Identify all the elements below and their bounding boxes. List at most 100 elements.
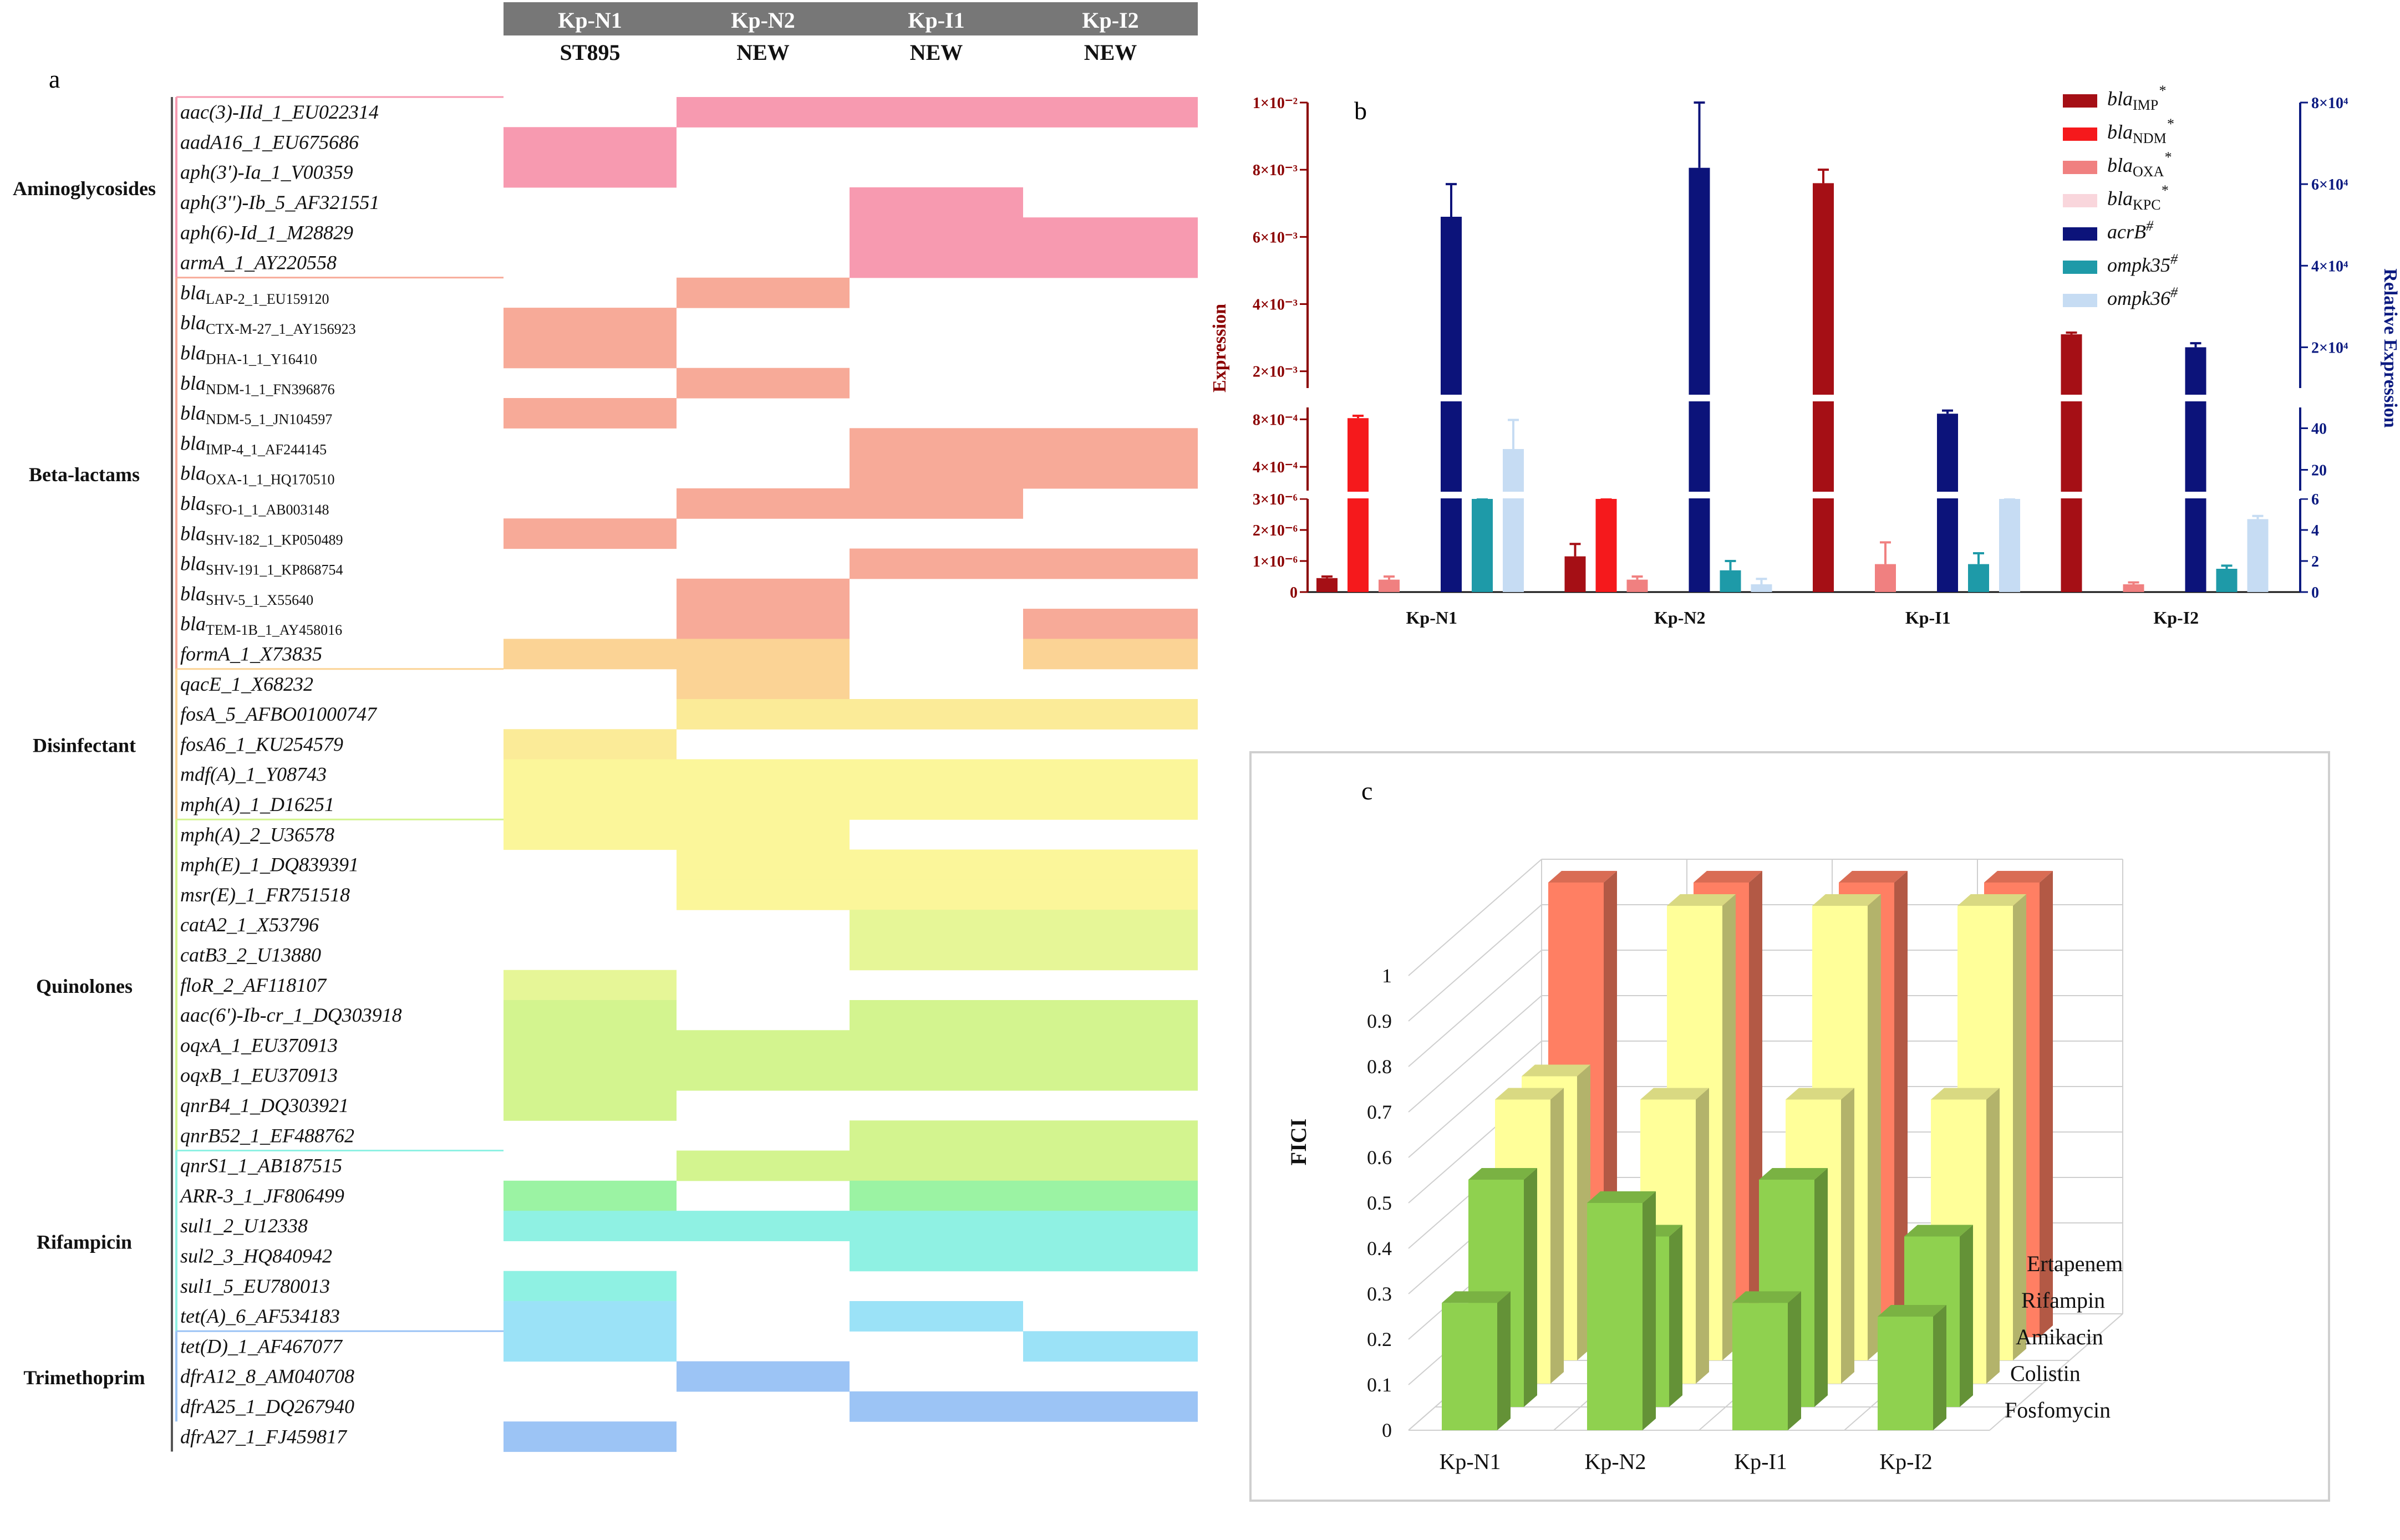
heatmap-cell bbox=[1023, 428, 1198, 458]
heatmap-cell bbox=[677, 669, 850, 700]
bar-bla-oxa bbox=[1379, 580, 1400, 592]
y-tick-label: 0.9 bbox=[1367, 1010, 1392, 1032]
gene-label: blaCTX-M-27_1_AY156923 bbox=[180, 312, 356, 337]
wall-gridline bbox=[1409, 905, 1542, 1021]
bar-bla-imp bbox=[1316, 578, 1338, 592]
gene-label: oqxA_1_EU370913 bbox=[180, 1034, 338, 1056]
bar-side bbox=[1643, 1191, 1656, 1430]
gene-label: oqxB_1_EU370913 bbox=[180, 1064, 338, 1087]
heatmap-cell bbox=[504, 338, 677, 368]
group-label: Aminoglycosides bbox=[13, 177, 156, 200]
heatmap-cell bbox=[1023, 1120, 1198, 1151]
left-tick-label: 1×10⁻² bbox=[1253, 95, 1298, 112]
legend-swatch bbox=[2063, 128, 2097, 141]
heatmap-cell bbox=[677, 1211, 850, 1241]
heatmap-cell bbox=[850, 789, 1023, 820]
heatmap-cell bbox=[1023, 1391, 1198, 1422]
heatmap-cell bbox=[1023, 458, 1198, 489]
heatmap-cell bbox=[850, 428, 1023, 458]
heatmap-cell bbox=[850, 1000, 1023, 1031]
heatmap-cells bbox=[504, 97, 1198, 1452]
legend-label: blaNDM* bbox=[2107, 116, 2174, 146]
gene-label: catA2_1_X53796 bbox=[180, 914, 319, 936]
heatmap-cell bbox=[1023, 1331, 1198, 1361]
fici-axis-title: FICI bbox=[1286, 1119, 1311, 1165]
gene-label: blaSHV-191_1_KP868754 bbox=[180, 553, 343, 578]
gene-label: mph(A)_2_U36578 bbox=[180, 823, 334, 845]
left-tick-label: 1×10⁻⁶ bbox=[1253, 553, 1298, 570]
heatmap-cell bbox=[677, 639, 850, 669]
heatmap-cell bbox=[1023, 880, 1198, 910]
x-category-label: Kp-N2 bbox=[1584, 1449, 1646, 1474]
legend-swatch bbox=[2063, 161, 2097, 174]
heatmap-cell bbox=[850, 458, 1023, 489]
gene-label: blaSFO-1_1_AB003148 bbox=[180, 492, 329, 518]
wall-gridline bbox=[1409, 859, 1542, 976]
heatmap-cell bbox=[850, 699, 1023, 730]
heatmap-cell bbox=[1023, 1030, 1198, 1060]
y-tick-label: 0.1 bbox=[1367, 1374, 1392, 1396]
heatmap-cell bbox=[677, 97, 850, 128]
gene-label: fosA6_1_KU254579 bbox=[180, 733, 343, 755]
left-tick-label: 8×10⁻³ bbox=[1253, 162, 1298, 179]
axis-break bbox=[1296, 395, 2311, 401]
x-category-label: Kp-N1 bbox=[1439, 1449, 1501, 1474]
panel-c-3d-bar-chart: c 0 0.1 0.2 0.3 0.4 0.5 0.6 0.7 0.8 0.9 1 FICI Kp-N1… bbox=[1250, 752, 2329, 1501]
left-axis-title: Expression bbox=[1209, 304, 1230, 392]
y-tick-label: 0.3 bbox=[1367, 1283, 1392, 1305]
heatmap-cell bbox=[850, 759, 1023, 790]
bar-side bbox=[1722, 894, 1736, 1360]
heatmap-cell bbox=[677, 1030, 850, 1060]
heatmap-cell bbox=[504, 639, 677, 669]
depth-label-amikacin: Amikacin bbox=[2016, 1324, 2103, 1349]
bar-bla-imp bbox=[1565, 557, 1586, 592]
left-tick-label: 6×10⁻³ bbox=[1253, 229, 1298, 246]
gene-label: qnrB52_1_EF488762 bbox=[180, 1124, 354, 1146]
heatmap-cell bbox=[1023, 910, 1198, 940]
bar-side bbox=[1814, 1168, 1828, 1407]
legend-label: blaIMP* bbox=[2107, 83, 2165, 113]
heatmap-column-headers: Kp-N1 ST895 Kp-N2 NEW Kp-I1 NEW Kp-I2 NEW bbox=[504, 2, 1198, 65]
heatmap-cell bbox=[677, 1151, 850, 1181]
gene-label: fosA_5_AFBO01000747 bbox=[180, 703, 378, 725]
heatmap-cell bbox=[1023, 1000, 1198, 1031]
gene-label: qnrB4_1_DQ303921 bbox=[180, 1094, 349, 1116]
heatmap-cell bbox=[504, 1211, 677, 1241]
column-header-kp-n1: Kp-N1 bbox=[558, 8, 622, 33]
bar-ompk35 bbox=[1720, 570, 1741, 592]
heatmap-cell bbox=[504, 1030, 677, 1060]
gene-label: aac(6')-Ib-cr_1_DQ303918 bbox=[180, 1004, 402, 1026]
heatmap-cell bbox=[1023, 639, 1198, 669]
y-tick-label: 0.5 bbox=[1367, 1192, 1392, 1214]
bar-ompk36 bbox=[1503, 449, 1524, 592]
y-tick-label: 0.2 bbox=[1367, 1328, 1392, 1350]
bar-side bbox=[1986, 1088, 2000, 1384]
legend-swatch bbox=[2063, 294, 2097, 307]
column-header-kp-i1: Kp-I1 bbox=[908, 8, 964, 33]
y-tick-label: 0.7 bbox=[1367, 1101, 1392, 1123]
gene-label: msr(E)_1_FR751518 bbox=[180, 884, 350, 906]
group-label: Beta-lactams bbox=[29, 463, 140, 486]
bar-chart-legend: blaIMP*blaNDM*blaOXA*blaKPC*acrB#ompk35#… bbox=[2063, 83, 2178, 309]
heatmap-cell bbox=[1023, 1211, 1198, 1241]
heatmap-cell bbox=[1023, 1241, 1198, 1271]
heatmap-cell bbox=[850, 549, 1023, 579]
bar-ompk35 bbox=[2216, 569, 2238, 592]
legend-label: blaKPC* bbox=[2107, 182, 2168, 213]
bar-fosfomycin bbox=[1732, 1303, 1788, 1430]
heatmap-cell bbox=[850, 1030, 1023, 1060]
bar-bla-ndm bbox=[1596, 499, 1617, 592]
heatmap-cell bbox=[677, 880, 850, 910]
heatmap-cell bbox=[1023, 248, 1198, 278]
gene-label: sul1_2_U12338 bbox=[180, 1215, 308, 1237]
heatmap-cell bbox=[504, 759, 677, 790]
gene-label: dfrA25_1_DQ267940 bbox=[180, 1395, 354, 1417]
heatmap-cell bbox=[677, 699, 850, 730]
heatmap-row-labels: aac(3)-IId_1_EU022314aadA16_1_EU675686ap… bbox=[179, 101, 402, 1447]
heatmap-cell bbox=[504, 127, 677, 157]
heatmap-cell bbox=[850, 1211, 1023, 1241]
gene-label: dfrA27_1_FJ459817 bbox=[180, 1425, 348, 1447]
bar-chart-axes: 0 1×10⁻⁶ 2×10⁻⁶ 3×10⁻⁶ 4×10⁻⁴ 8×10⁻⁴ 2×10⁻³ 4×1… bbox=[1209, 95, 2400, 628]
bar-side bbox=[1933, 1305, 1946, 1430]
heatmap-cell bbox=[850, 248, 1023, 278]
